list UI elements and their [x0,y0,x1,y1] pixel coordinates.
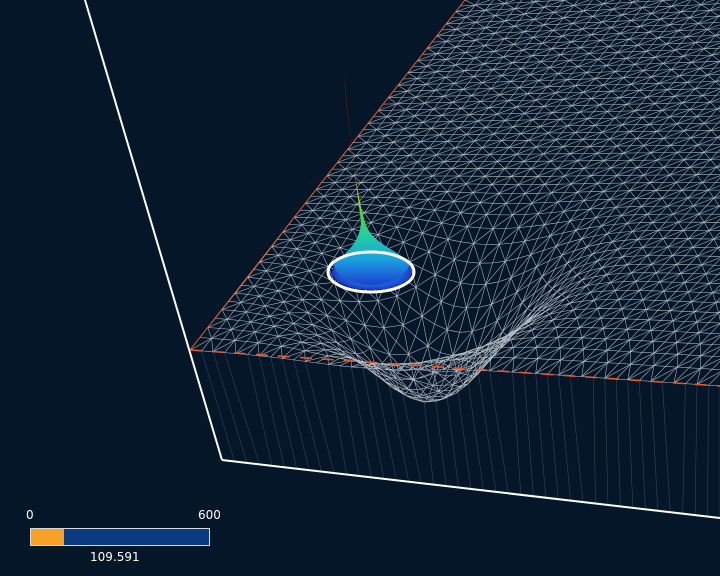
progress-bar [30,528,210,546]
progress-fill [31,529,64,545]
progress-max-label: 600 [198,508,221,522]
bounding-box-outline [84,0,720,519]
domain-accent-edges [189,0,720,387]
mesh-lines [189,0,720,403]
spike-body [334,75,410,285]
progress-min-label: 0 [26,508,34,522]
wireframe-mesh-surface [189,0,720,518]
peak-spike [326,75,416,294]
progress-value-label: 109.591 [90,550,140,564]
progress-track [30,528,210,546]
spike-ring [326,250,416,294]
